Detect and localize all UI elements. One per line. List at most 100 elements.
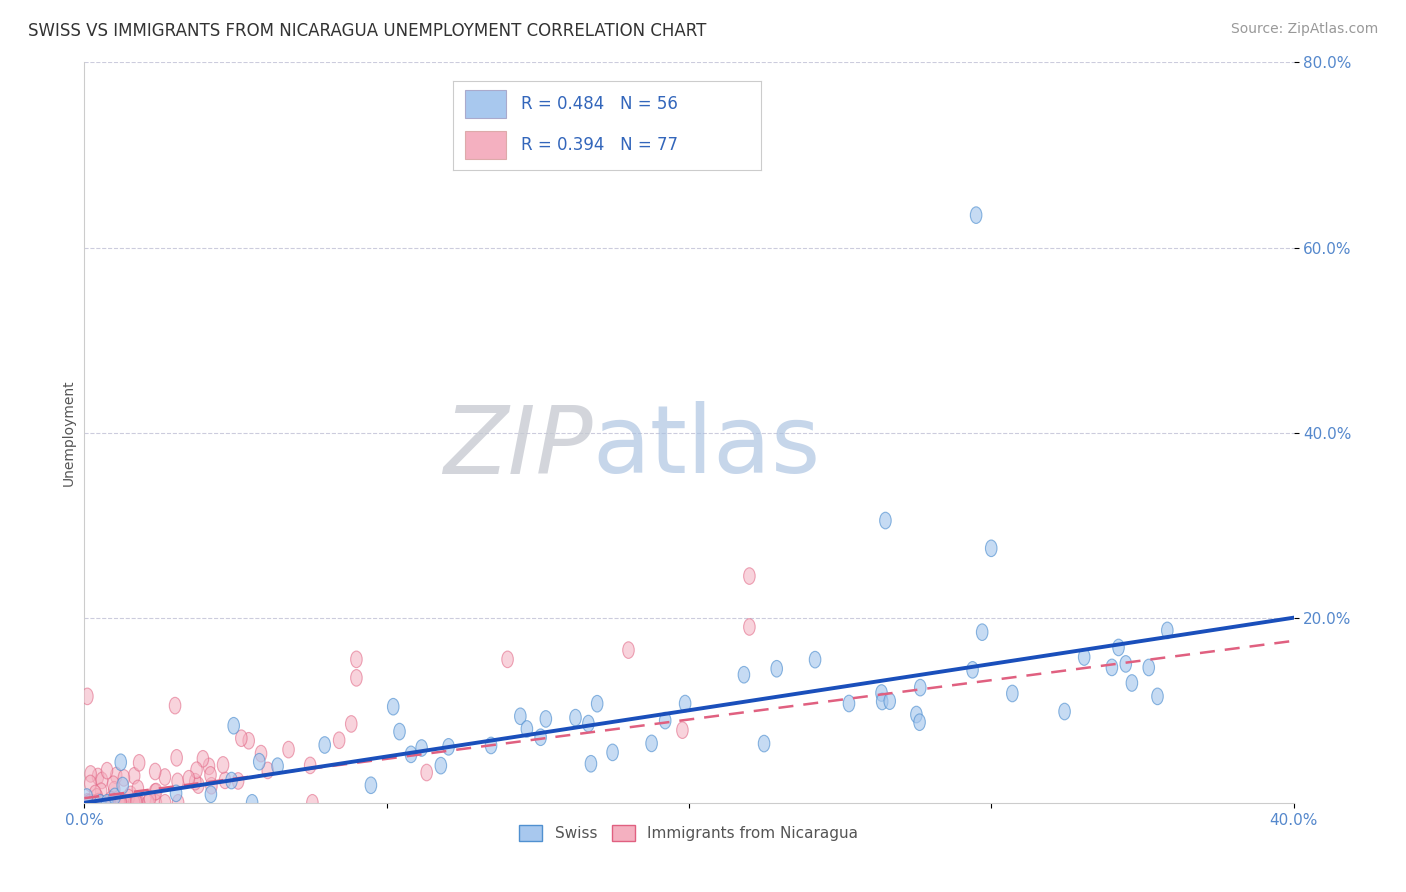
Ellipse shape [676,722,688,739]
Ellipse shape [205,766,217,783]
Ellipse shape [82,688,93,705]
Ellipse shape [94,795,105,811]
Text: SWISS VS IMMIGRANTS FROM NICARAGUA UNEMPLOYMENT CORRELATION CHART: SWISS VS IMMIGRANTS FROM NICARAGUA UNEMP… [28,22,706,40]
Ellipse shape [1152,688,1163,705]
Ellipse shape [228,717,239,734]
Ellipse shape [82,789,93,805]
Ellipse shape [84,795,96,811]
Ellipse shape [150,783,162,800]
Ellipse shape [307,795,318,811]
Ellipse shape [96,772,108,789]
Ellipse shape [485,737,496,754]
Ellipse shape [170,785,181,802]
Ellipse shape [101,795,112,811]
Ellipse shape [91,789,103,805]
Ellipse shape [1121,656,1132,673]
Ellipse shape [120,795,132,811]
Ellipse shape [105,795,118,811]
Ellipse shape [659,713,671,729]
Ellipse shape [271,758,284,774]
Ellipse shape [114,795,127,811]
Ellipse shape [82,793,93,810]
Ellipse shape [1078,648,1090,665]
Ellipse shape [232,772,243,789]
Ellipse shape [193,777,204,793]
Ellipse shape [844,695,855,712]
Ellipse shape [149,784,160,800]
Ellipse shape [122,789,135,805]
Ellipse shape [388,698,399,715]
Ellipse shape [218,756,229,773]
Ellipse shape [880,512,891,529]
Ellipse shape [93,793,104,810]
Ellipse shape [986,540,997,557]
Ellipse shape [758,735,770,752]
Ellipse shape [243,732,254,749]
Ellipse shape [333,732,344,748]
Ellipse shape [117,777,128,794]
Ellipse shape [540,711,551,727]
Y-axis label: Unemployment: Unemployment [62,379,76,486]
Ellipse shape [592,696,603,712]
Ellipse shape [204,758,215,774]
Ellipse shape [120,795,131,811]
Ellipse shape [134,755,145,772]
Ellipse shape [515,708,526,724]
Ellipse shape [416,739,427,756]
Ellipse shape [115,795,127,811]
Ellipse shape [502,651,513,667]
Ellipse shape [129,792,142,809]
Ellipse shape [105,795,117,811]
Ellipse shape [744,568,755,584]
Ellipse shape [346,715,357,732]
Ellipse shape [114,795,127,811]
Ellipse shape [111,767,122,784]
Ellipse shape [96,783,107,799]
Ellipse shape [94,794,105,811]
Ellipse shape [585,756,596,772]
Ellipse shape [522,721,533,737]
Ellipse shape [83,795,94,811]
Ellipse shape [914,680,927,696]
Ellipse shape [246,795,257,811]
Ellipse shape [1126,674,1137,691]
Text: ZIP: ZIP [443,402,592,493]
Ellipse shape [132,795,143,811]
Ellipse shape [744,619,755,635]
Ellipse shape [110,795,121,811]
Ellipse shape [394,723,405,739]
Ellipse shape [236,730,247,747]
Ellipse shape [405,746,416,763]
Ellipse shape [159,795,170,811]
Ellipse shape [149,764,160,780]
Ellipse shape [738,666,749,683]
Ellipse shape [810,651,821,668]
Ellipse shape [108,781,120,798]
Ellipse shape [191,762,202,779]
Ellipse shape [183,771,194,787]
Ellipse shape [172,773,183,789]
Ellipse shape [128,767,141,784]
Ellipse shape [105,791,117,808]
Ellipse shape [1107,659,1118,676]
Ellipse shape [205,786,217,803]
Ellipse shape [283,741,294,758]
Ellipse shape [90,785,101,802]
Ellipse shape [770,660,783,677]
Ellipse shape [256,746,267,762]
Ellipse shape [319,737,330,753]
Ellipse shape [1143,659,1154,676]
Legend: Swiss, Immigrants from Nicaragua: Swiss, Immigrants from Nicaragua [513,819,865,847]
Ellipse shape [93,768,104,785]
Ellipse shape [128,795,139,811]
Ellipse shape [112,795,124,811]
Ellipse shape [104,795,115,811]
Ellipse shape [976,624,988,640]
Ellipse shape [87,795,98,811]
Ellipse shape [262,762,274,779]
Ellipse shape [118,770,129,786]
Ellipse shape [115,754,127,771]
Ellipse shape [607,744,619,761]
Ellipse shape [253,754,264,770]
Ellipse shape [366,777,377,794]
